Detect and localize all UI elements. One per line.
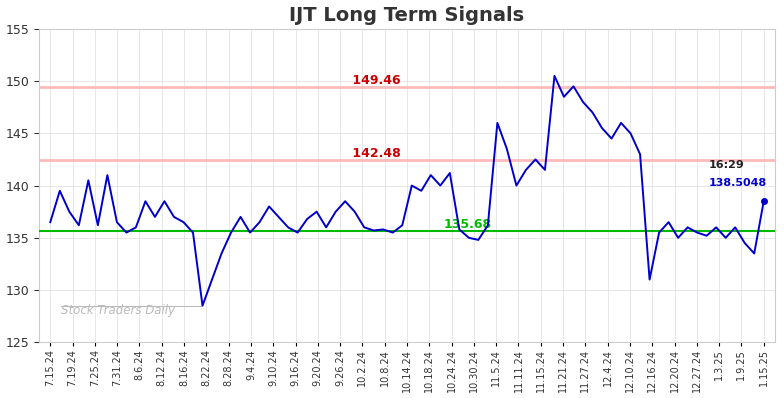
Text: 16:29: 16:29 <box>709 160 745 170</box>
Text: 138.5048: 138.5048 <box>709 178 767 188</box>
Text: Stock Traders Daily: Stock Traders Daily <box>61 304 176 317</box>
Text: 142.48: 142.48 <box>348 147 401 160</box>
Text: 135.68: 135.68 <box>444 218 492 231</box>
Text: 149.46: 149.46 <box>348 74 401 87</box>
Title: IJT Long Term Signals: IJT Long Term Signals <box>289 6 524 25</box>
